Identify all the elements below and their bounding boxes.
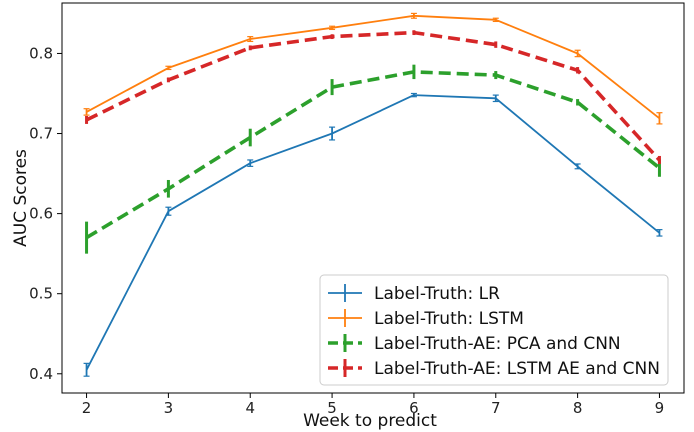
legend-box [319,274,669,386]
x-tick-label: 3 [164,399,174,417]
y-axis-label: AUC Scores [11,149,31,247]
legend-items: Label-Truth: LR Label-Truth: LSTM Label-Tr… [328,284,660,379]
legend-label: Label-Truth: LSTM [374,309,524,329]
y-tick-label: 0.5 [29,285,53,303]
x-tick-label: 2 [82,399,92,417]
series-line [85,70,661,240]
series-4 [85,30,661,164]
y-tick-label: 0.6 [29,205,53,223]
x-tick-label: 5 [327,399,337,417]
series-line [85,94,660,371]
series-layer [83,12,663,377]
legend-label: Label-Truth-AE: LSTM AE and CNN [374,359,660,379]
legend-item: Label-Truth: LR [328,284,500,304]
legend: Label-Truth: LR Label-Truth: LSTM Label-Tr… [319,274,669,386]
x-tick-label: 4 [245,399,255,417]
legend-item: Label-Truth-AE: LSTM AE and CNN [328,359,660,379]
series-3 [85,64,661,254]
series-1 [83,92,663,377]
x-tick-label: 6 [409,399,419,417]
series-line [86,14,660,120]
plot-area [61,2,685,394]
legend-label: Label-Truth-AE: PCA and CNN [374,334,621,354]
legend-item: Label-Truth-AE: PCA and CNN [328,334,621,354]
y-tick-label: 0.4 [29,365,53,383]
legend-item: Label-Truth: LSTM [328,309,524,329]
x-axis-label: Week to predict [303,411,437,431]
series-line [85,30,661,162]
series-2 [83,12,663,125]
x-axis: 2 3 4 5 6 7 8 9 [82,393,664,417]
legend-label: Label-Truth: LR [374,284,500,304]
x-tick-label: 7 [491,399,501,417]
x-tick-label: 9 [655,399,665,417]
y-axis: 0.4 0.5 0.6 0.7 0.8 [29,44,62,383]
y-tick-label: 0.8 [29,44,53,62]
y-tick-label: 0.7 [29,125,53,143]
x-tick-label: 8 [573,399,583,417]
